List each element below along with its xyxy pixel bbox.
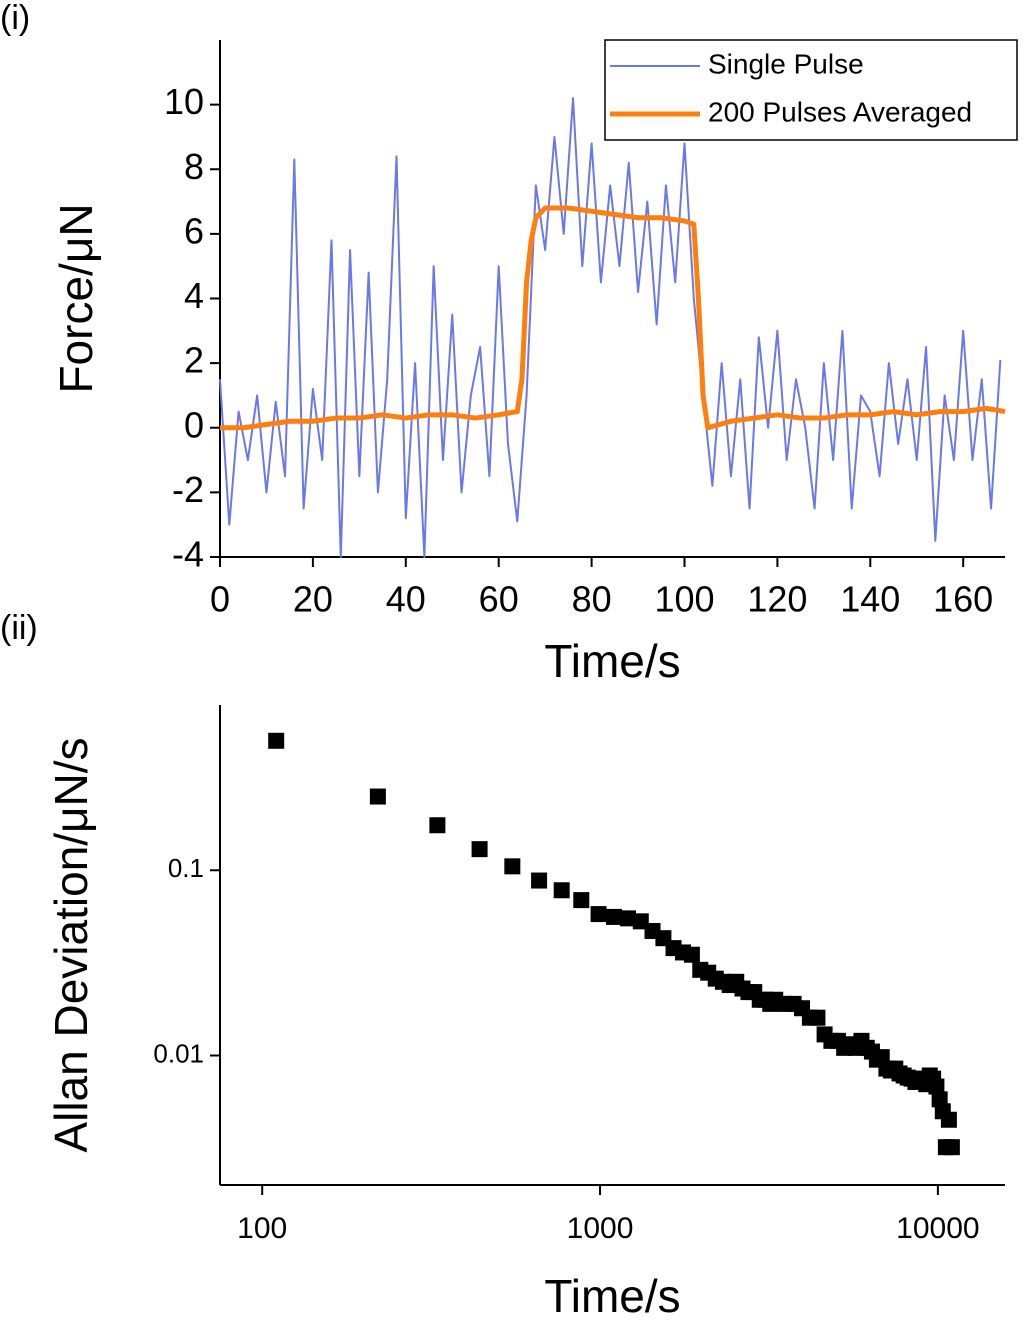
x-axis-label: Time/s — [544, 1270, 680, 1322]
panel-label: (ii) — [0, 609, 38, 647]
x-tick-label: 60 — [479, 579, 519, 620]
y-tick-label: 10 — [164, 81, 204, 122]
y-tick-label: 6 — [184, 210, 204, 251]
series-line — [219, 97, 1002, 558]
x-tick-label: 100 — [237, 1212, 287, 1245]
panel-label: (i) — [0, 0, 30, 37]
x-axis-label: Time/s — [544, 635, 680, 687]
y-tick-label: 0.01 — [153, 1038, 204, 1068]
point — [809, 1009, 826, 1026]
point — [573, 892, 590, 909]
legend-label: 200 Pulses Averaged — [708, 96, 972, 127]
point — [683, 946, 700, 963]
point — [620, 910, 637, 927]
point — [531, 872, 548, 889]
point — [590, 906, 607, 923]
x-tick-label: 40 — [386, 579, 426, 620]
x-tick-label: 0 — [210, 579, 230, 620]
x-tick-label: 20 — [293, 579, 333, 620]
y-tick-label: 2 — [184, 340, 204, 381]
y-tick-label: 4 — [184, 275, 204, 316]
point — [471, 841, 488, 858]
point — [553, 882, 570, 899]
point — [606, 908, 623, 925]
legend-label: Single Pulse — [708, 48, 864, 79]
y-tick-label: -2 — [172, 469, 204, 510]
legend-box — [604, 39, 1018, 141]
x-tick-label: 160 — [933, 579, 993, 620]
y-tick-label: 8 — [184, 146, 204, 187]
point — [943, 1139, 960, 1156]
y-tick-label: 0 — [184, 404, 204, 445]
point — [268, 732, 285, 749]
series-line — [220, 205, 1006, 431]
y-tick-label: -4 — [172, 534, 204, 575]
y-axis-label: Allan Deviation/μN/s — [45, 737, 97, 1152]
y-tick-label: 0.1 — [168, 853, 204, 883]
x-tick-label: 1000 — [567, 1212, 634, 1245]
x-tick-label: 10000 — [896, 1212, 979, 1245]
x-tick-label: 100 — [654, 579, 714, 620]
point — [429, 817, 446, 834]
point — [928, 1078, 945, 1095]
point — [369, 788, 386, 805]
point — [940, 1111, 957, 1128]
y-axis-label: Force/μN — [50, 203, 102, 393]
x-tick-label: 140 — [840, 579, 900, 620]
point — [504, 858, 521, 875]
x-tick-label: 80 — [572, 579, 612, 620]
x-tick-label: 120 — [747, 579, 807, 620]
